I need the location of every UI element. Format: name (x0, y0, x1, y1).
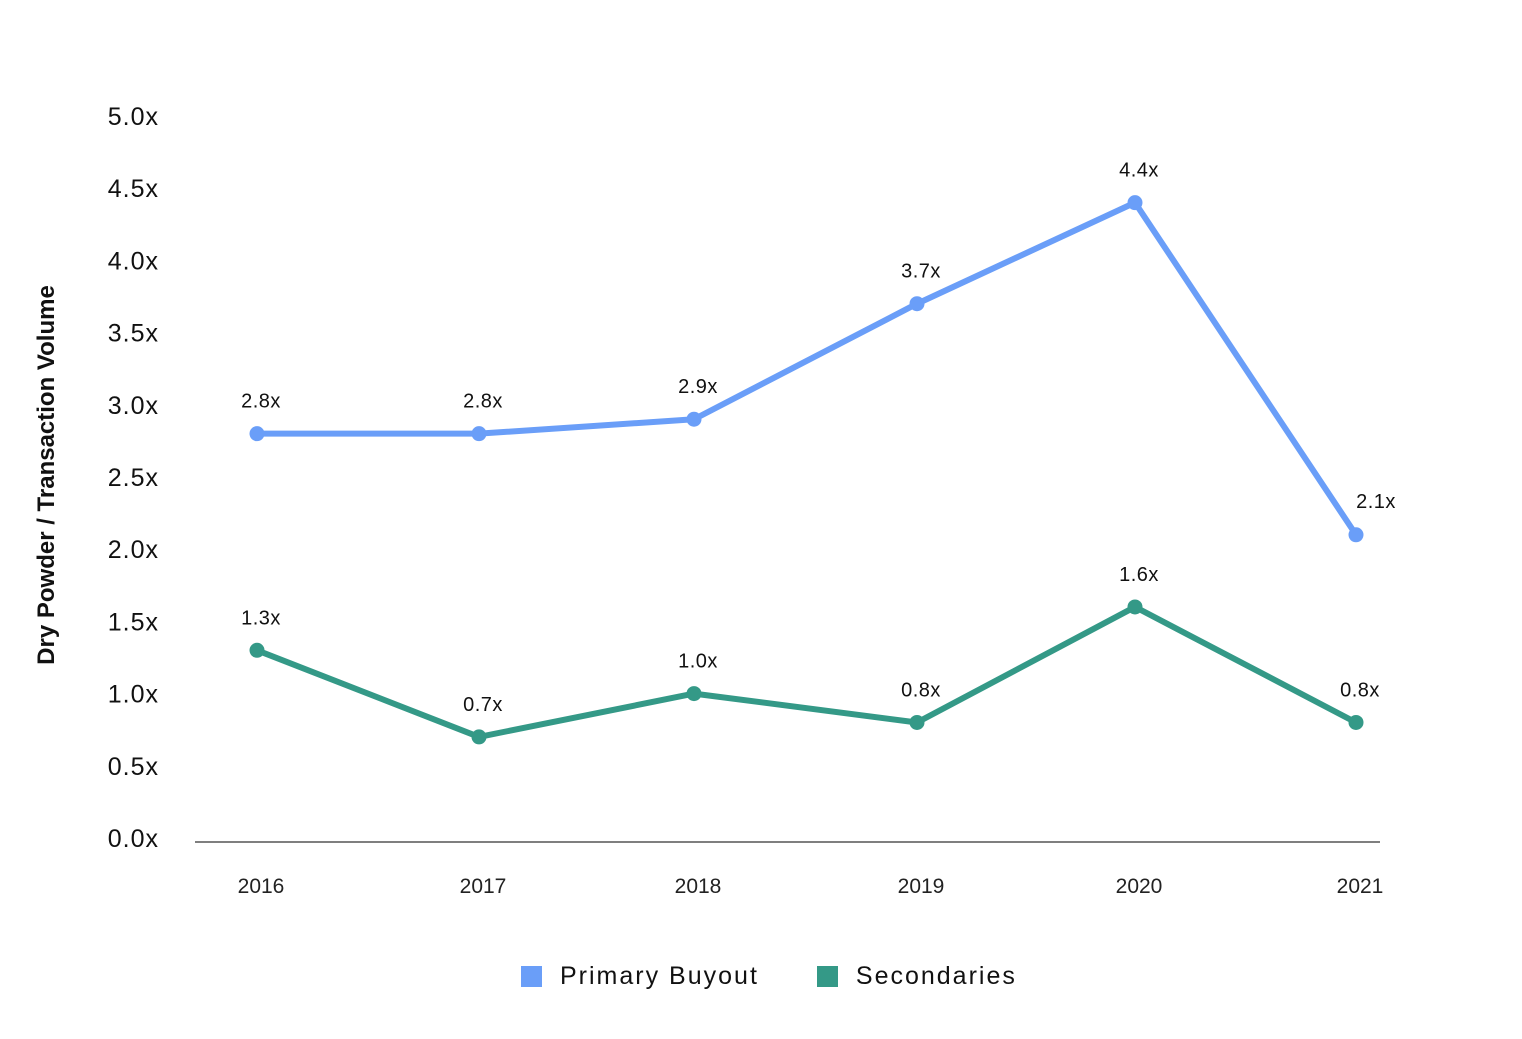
y-tick-label: 0.0x (108, 825, 159, 853)
y-axis-label: Dry Powder / Transaction Volume (33, 285, 60, 665)
x-tick-label: 2019 (898, 875, 945, 898)
data-point-secondaries (686, 686, 702, 702)
data-label-secondaries: 0.8x (901, 679, 941, 701)
data-point-secondaries (471, 729, 487, 745)
data-label-primary-buyout: 2.8x (241, 391, 281, 413)
y-tick-label: 1.0x (108, 681, 159, 709)
data-point-primary-buyout (909, 296, 925, 312)
y-tick-label: 3.5x (108, 320, 159, 348)
data-point-primary-buyout (249, 426, 265, 442)
x-tick-label: 2020 (1116, 875, 1163, 898)
data-label-primary-buyout: 4.4x (1119, 160, 1159, 182)
legend: Primary Buyout Secondaries (521, 962, 1075, 991)
data-label-primary-buyout: 2.9x (678, 376, 718, 398)
data-label-primary-buyout: 2.8x (463, 391, 503, 413)
data-point-secondaries (249, 642, 265, 658)
x-tick-label: 2016 (238, 875, 285, 898)
x-tick-label: 2021 (1337, 875, 1384, 898)
data-point-primary-buyout (471, 426, 487, 442)
y-tick-label: 5.0x (108, 103, 159, 131)
data-point-primary-buyout (1348, 527, 1364, 543)
data-label-secondaries: 0.7x (463, 694, 503, 716)
series-line-primary-buyout (257, 199, 1359, 537)
y-tick-label: 3.0x (108, 392, 159, 420)
data-point-secondaries (1348, 714, 1364, 730)
y-tick-label: 0.5x (108, 753, 159, 781)
y-tick-label: 2.5x (108, 464, 159, 492)
data-point-primary-buyout (1127, 195, 1143, 211)
legend-swatch-secondaries (816, 966, 838, 987)
y-tick-label: 4.5x (108, 175, 159, 203)
y-tick-label: 1.5x (108, 608, 159, 636)
legend-label: Primary Buyout (560, 962, 759, 990)
series-line-secondaries (255, 603, 1358, 740)
legend-item-primary-buyout: Primary Buyout (521, 962, 759, 991)
x-tick-label: 2017 (460, 875, 507, 898)
data-point-secondaries (909, 714, 925, 730)
legend-swatch-primary-buyout (521, 966, 542, 987)
data-label-primary-buyout: 2.1x (1356, 491, 1396, 513)
legend-item-secondaries: Secondaries (816, 962, 1017, 991)
x-tick-label: 2018 (675, 875, 722, 898)
data-label-primary-buyout: 3.7x (901, 261, 941, 283)
data-point-secondaries (1127, 599, 1143, 615)
data-point-primary-buyout (686, 411, 702, 427)
data-label-secondaries: 1.6x (1119, 564, 1159, 586)
legend-label: Secondaries (855, 962, 1017, 990)
data-label-secondaries: 0.8x (1340, 679, 1380, 701)
data-label-secondaries: 1.0x (678, 651, 718, 673)
y-tick-label: 4.0x (108, 247, 159, 275)
data-label-secondaries: 1.3x (241, 607, 281, 629)
y-tick-label: 2.0x (108, 536, 159, 564)
